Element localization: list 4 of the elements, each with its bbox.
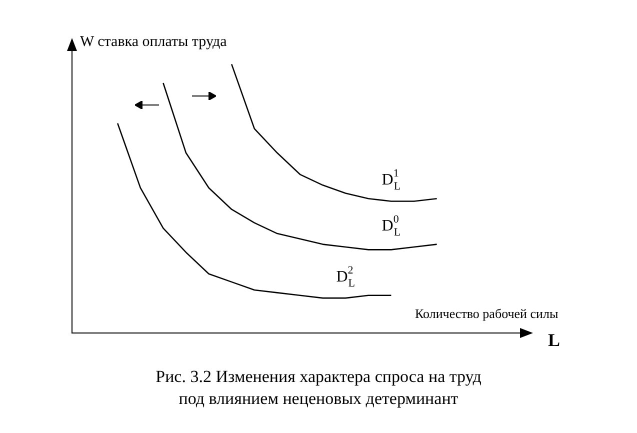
- text: Рис. 3.2 Изменения характера спроса на труд под влиянием неценовых детерминант: [154, 366, 482, 410]
- x-axis-title: L: [548, 330, 560, 351]
- y-axis-title: W ставка оплаты труда: [80, 34, 227, 50]
- annotation: Количество рабочей силы: [415, 306, 558, 322]
